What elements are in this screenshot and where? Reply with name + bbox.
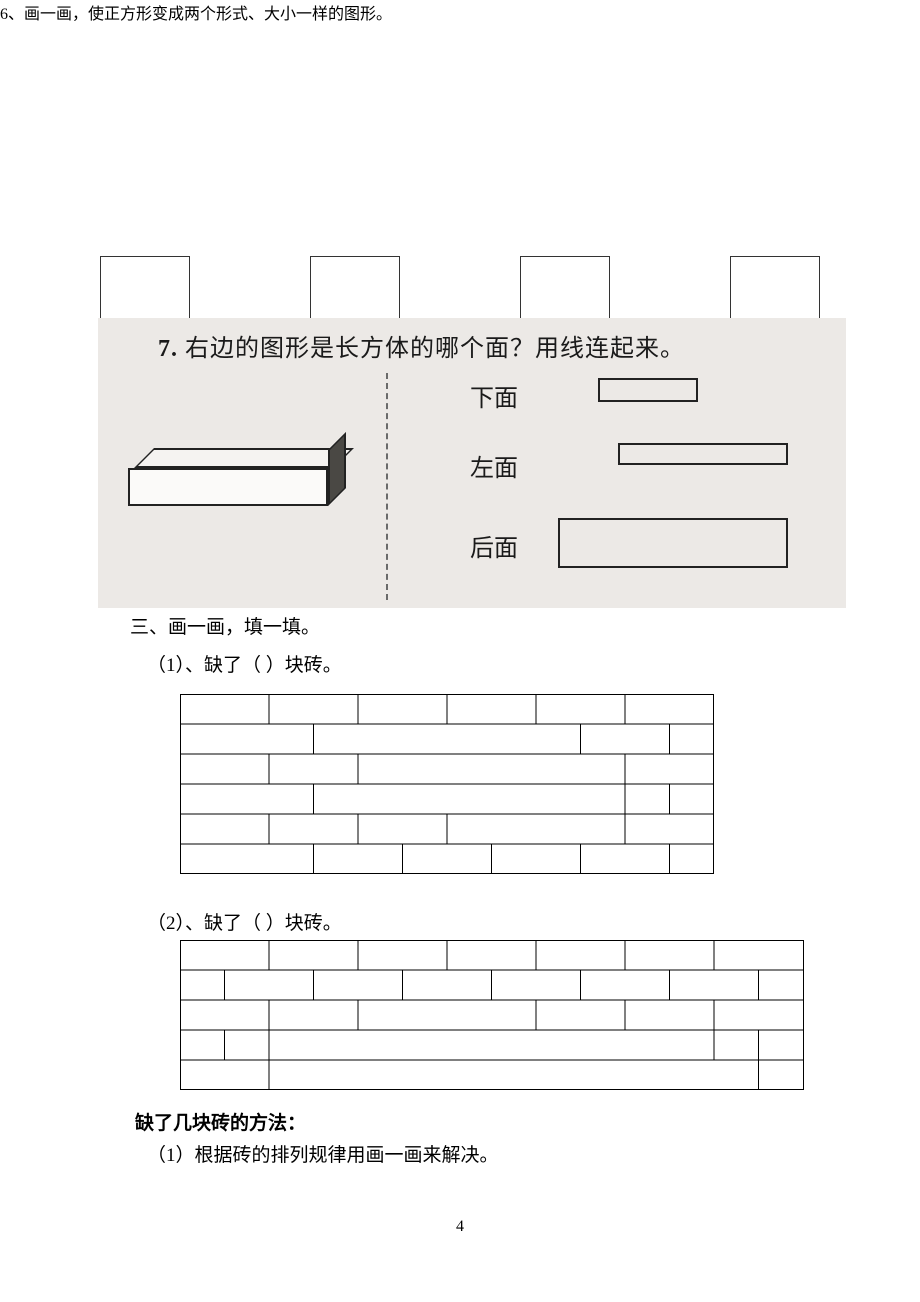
face-label: 左面: [470, 448, 518, 483]
page: 6、画一画，使正方形变成两个形式、大小一样的图形。 7. 右边的图形是长方体的哪…: [0, 0, 920, 1302]
face-label: 后面: [470, 528, 518, 563]
question-7-text: 右边的图形是长方体的哪个面？用线连起来。: [185, 336, 685, 362]
cuboid-front-face: [128, 468, 328, 506]
face-label: 下面: [470, 378, 518, 413]
cuboid-drawing: [128, 448, 358, 528]
brick-wall-2: [180, 940, 804, 1090]
question-7-title: 7. 右边的图形是长方体的哪个面？用线连起来。: [158, 328, 685, 363]
question-7-photo: 7. 右边的图形是长方体的哪个面？用线连起来。 下面左面后面: [98, 318, 846, 608]
question-3-1-text: （1）、缺了（ ）块砖。: [147, 650, 342, 677]
question-7-number: 7.: [158, 336, 178, 362]
method-title: 缺了几块砖的方法：: [135, 1108, 306, 1135]
method-1-text: （1）根据砖的排列规律用画一画来解决。: [147, 1140, 499, 1167]
section-3-title: 三、画一画，填一填。: [130, 612, 320, 639]
brick-wall-1: [180, 694, 714, 878]
brick-wall-2-svg: [180, 940, 804, 1092]
dashed-divider: [386, 373, 388, 600]
face-rectangle: [558, 518, 788, 568]
brick-wall-1-svg: [180, 694, 714, 876]
page-number: 4: [0, 1218, 920, 1236]
cuboid-side-face: [328, 432, 346, 506]
face-rectangle: [598, 378, 698, 402]
face-rectangle: [618, 443, 788, 465]
question-3-2-text: （2）、缺了（ ）块砖。: [147, 908, 342, 935]
question-6-text: 6、画一画，使正方形变成两个形式、大小一样的图形。: [0, 0, 920, 24]
cuboid-top-face: [134, 448, 354, 468]
